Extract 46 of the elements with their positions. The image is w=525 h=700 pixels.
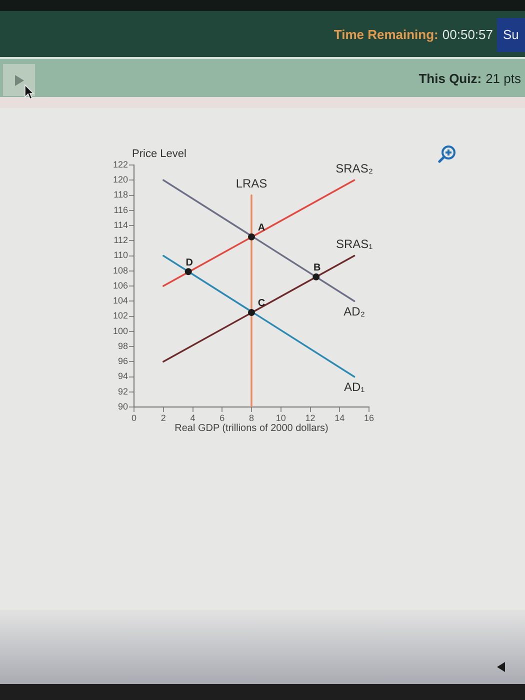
y-tick-label: 90 xyxy=(118,401,128,412)
series-label: LRAS xyxy=(236,176,268,191)
x-tick-label: 6 xyxy=(220,412,225,423)
x-tick-label: 14 xyxy=(334,412,345,423)
annotation: A xyxy=(258,222,266,234)
y-tick-label: 94 xyxy=(118,371,128,382)
y-tick-label: 112 xyxy=(114,235,128,246)
x-tick-label: 16 xyxy=(364,412,374,423)
y-tick-label: 102 xyxy=(112,310,128,321)
y-tick-label: 104 xyxy=(112,296,128,306)
series-label: AD₁ xyxy=(344,380,365,394)
point xyxy=(248,233,255,240)
series-label: AD₂ xyxy=(344,304,366,318)
y-tick-label: 108 xyxy=(112,265,128,276)
y-tick-label: 100 xyxy=(112,326,128,336)
y-tick-label: 92 xyxy=(118,386,128,396)
y-tick-label: 96 xyxy=(118,356,128,366)
text: Time Remaining: xyxy=(334,26,438,42)
point xyxy=(312,273,320,280)
text: 00:50:57 xyxy=(442,26,493,42)
x-tick-label: 10 xyxy=(276,412,286,423)
annotation: B xyxy=(314,262,321,274)
x-tick-label: 2 xyxy=(160,412,166,423)
y-tick-label: 120 xyxy=(112,174,128,185)
annotation: C xyxy=(258,298,266,310)
y-tick-label: 116 xyxy=(114,204,128,215)
x-tick-label: 0 xyxy=(131,412,137,423)
text: Su xyxy=(503,26,519,44)
y-tick-label: 106 xyxy=(112,280,128,290)
y-tick-label: 98 xyxy=(118,340,128,351)
x-tick-label: 8 xyxy=(248,412,254,423)
y-tick-label: 118 xyxy=(114,190,128,200)
text: This Quiz: xyxy=(418,70,482,86)
x-tick-label: 12 xyxy=(305,412,316,423)
x-axis-title: Real GDP (trillions of 2000 dollars) xyxy=(174,422,328,434)
y-axis-title: Price Level xyxy=(132,148,186,160)
y-tick-label: 114 xyxy=(114,220,128,230)
point xyxy=(248,308,255,316)
series-label: SRAS₁ xyxy=(336,237,373,252)
y-tick-label: 110 xyxy=(114,250,128,260)
text: 21 pts xyxy=(486,70,521,86)
x-tick-label: 4 xyxy=(190,412,196,423)
y-tick-label: 122 xyxy=(112,159,128,170)
annotation: D xyxy=(186,257,193,268)
point xyxy=(184,268,192,276)
series-label: SRAS₂ xyxy=(336,161,374,176)
